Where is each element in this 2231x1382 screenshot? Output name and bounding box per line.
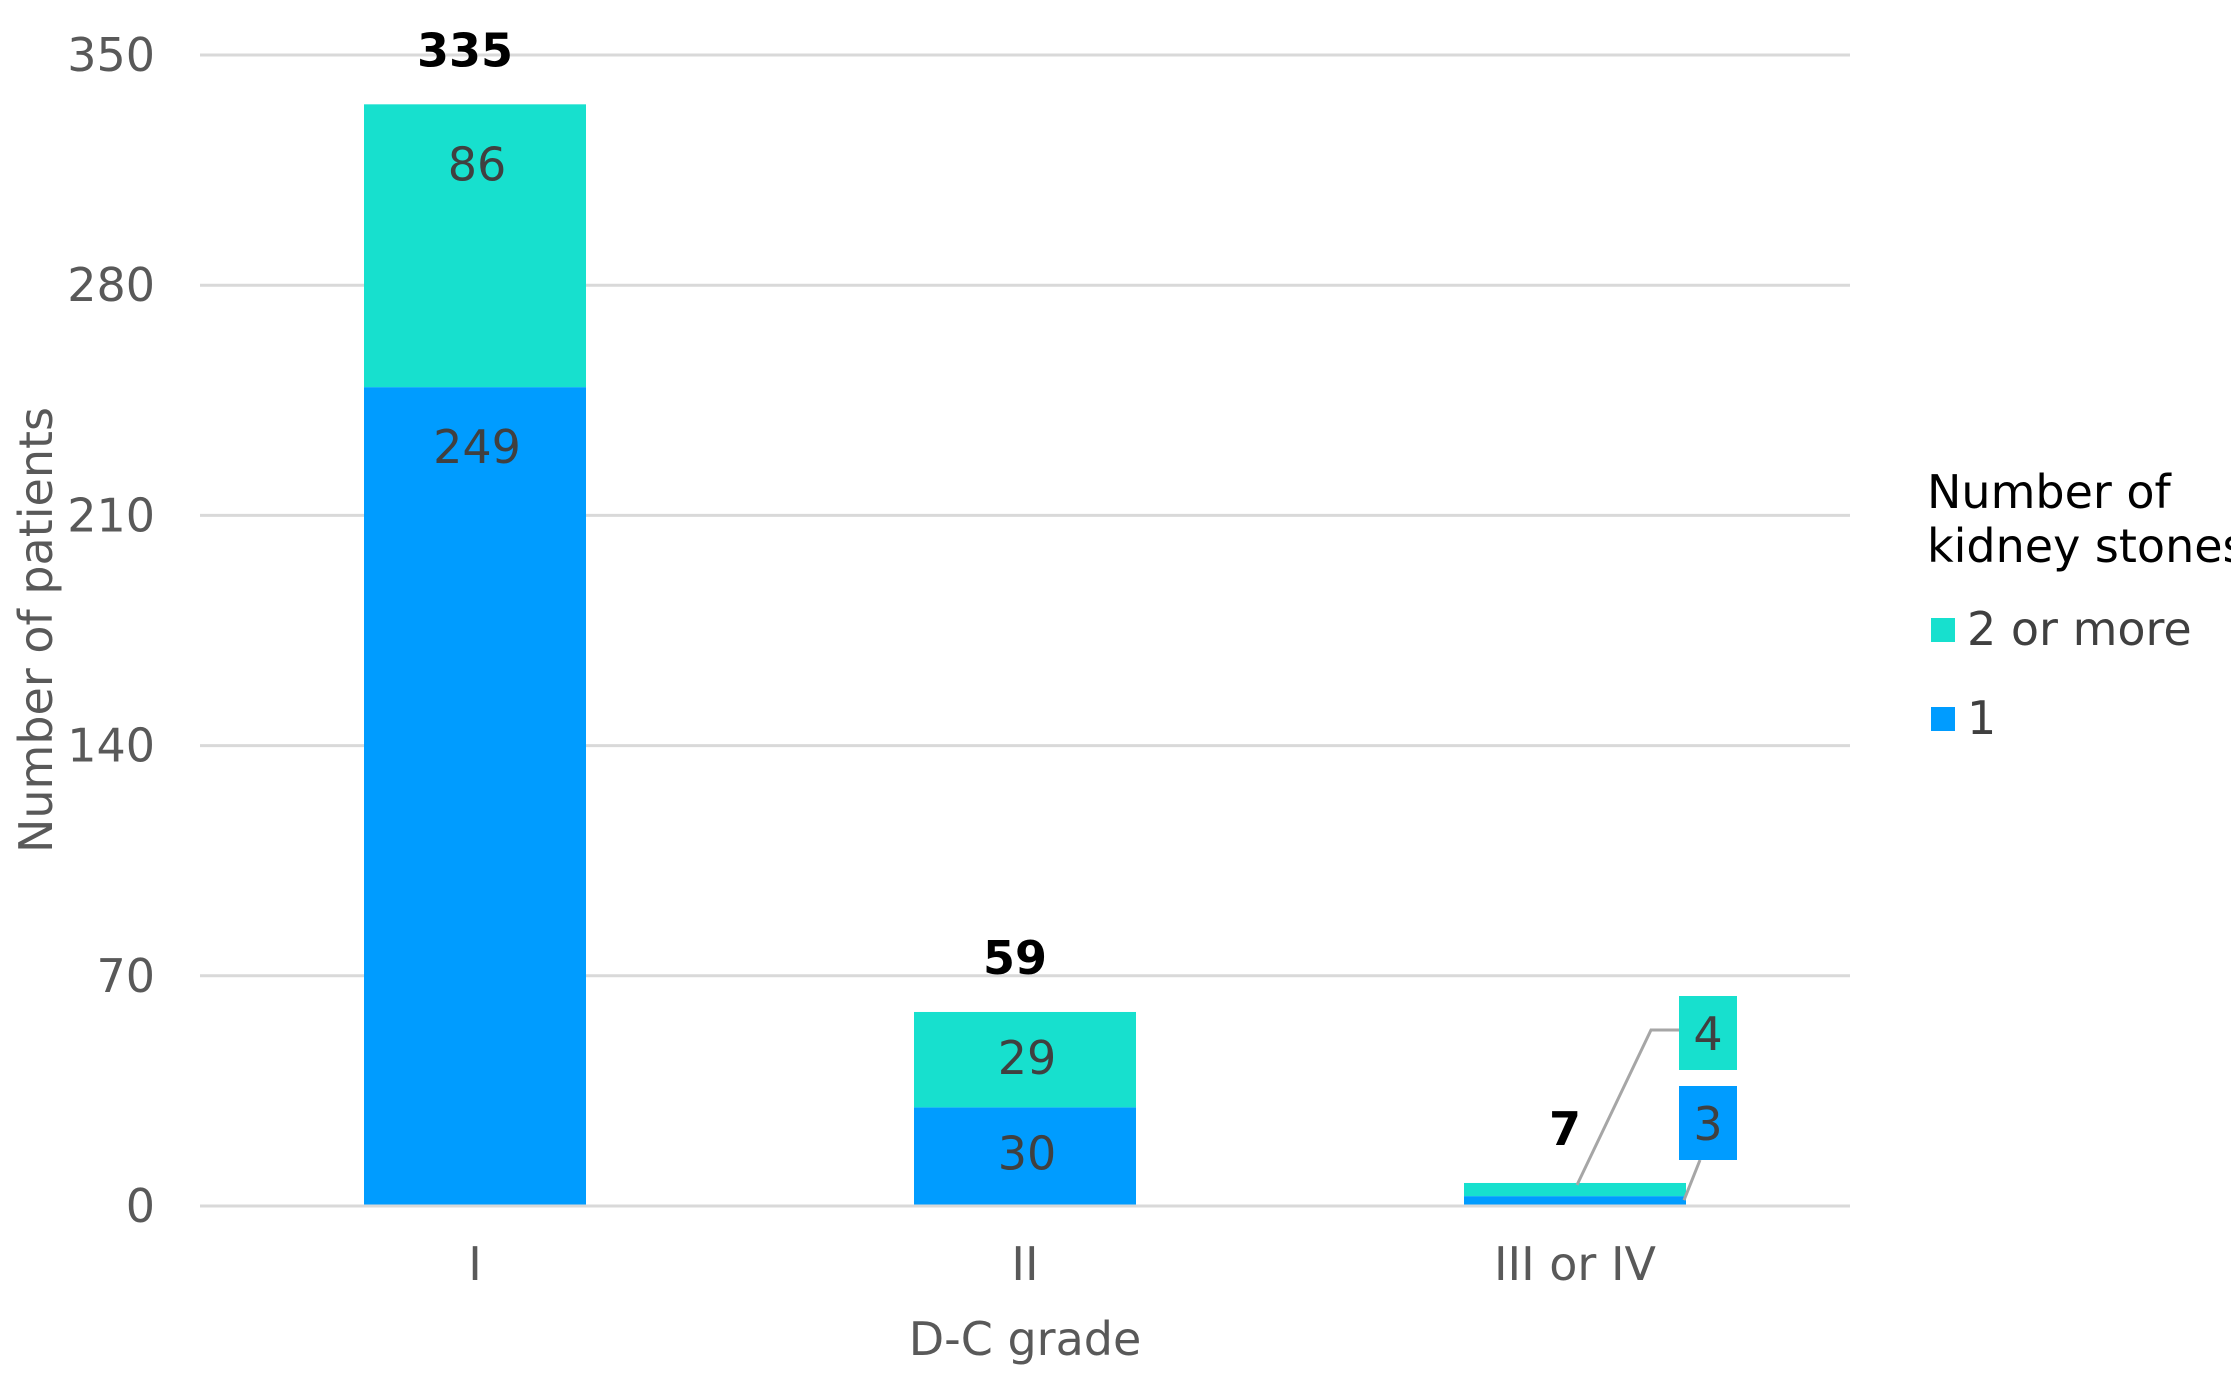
legend-label-1: 1 [1967,691,1996,745]
bar-1-i [364,387,586,1206]
y-tick-label-140: 140 [67,719,155,773]
legend-label-2-or-more: 2 or more [1967,602,2192,656]
x-axis-title: D-C grade [909,1312,1142,1366]
labels: 0 70 140 210 280 350 I 335 86 249 II 59 29 30 III or I… [67,23,1722,1291]
legend: Number of kidney stones 2 or more 1 [1927,465,2231,745]
y-tick-label-350: 350 [67,28,155,82]
total-label-ii: 59 [983,931,1047,985]
legend-swatch-2-or-more [1931,618,1955,642]
bar-1-ii [914,1107,1136,1206]
y-axis-title: Number of patients [9,407,63,853]
x-tick-label-i: I [468,1237,482,1291]
y-tick-label-280: 280 [67,258,155,312]
bar-2-or-more-i [364,104,586,388]
data-label-1-i: 249 [433,420,521,474]
legend-title-line-1: Number of [1927,465,2173,519]
callout-box-2-or-more [1679,996,1737,1070]
y-tick-label-210: 210 [67,488,155,542]
data-label-1-iii-or-iv: 3 [1693,1097,1722,1151]
y-tick-label-70: 70 [96,949,155,1003]
bar-2-or-more-ii [914,1011,1136,1108]
bar-2-or-more-iii-or-iv [1464,1182,1686,1197]
callout-box-1 [1679,1086,1737,1160]
data-label-2-or-more-ii: 29 [998,1031,1057,1085]
data-label-2-or-more-i: 86 [448,137,507,191]
total-label-i: 335 [417,23,513,77]
callout [1575,996,1737,1201]
x-tick-label-iii-or-iv: III or IV [1494,1237,1657,1291]
total-label-iii-or-iv: 7 [1549,1102,1581,1156]
callout-leader-2-or-more [1575,1028,1679,1186]
bars [200,104,1850,1208]
callout-leader-1 [1682,1159,1702,1201]
data-label-1-ii: 30 [998,1126,1057,1180]
data-label-2-or-more-iii-or-iv: 4 [1693,1007,1722,1061]
bar-1-iii-or-iv [1464,1196,1686,1206]
x-tick-label-ii: II [1011,1237,1038,1291]
legend-title-line-2: kidney stones [1927,519,2231,573]
legend-swatch-1 [1931,707,1955,731]
y-tick-label-0: 0 [126,1179,155,1233]
